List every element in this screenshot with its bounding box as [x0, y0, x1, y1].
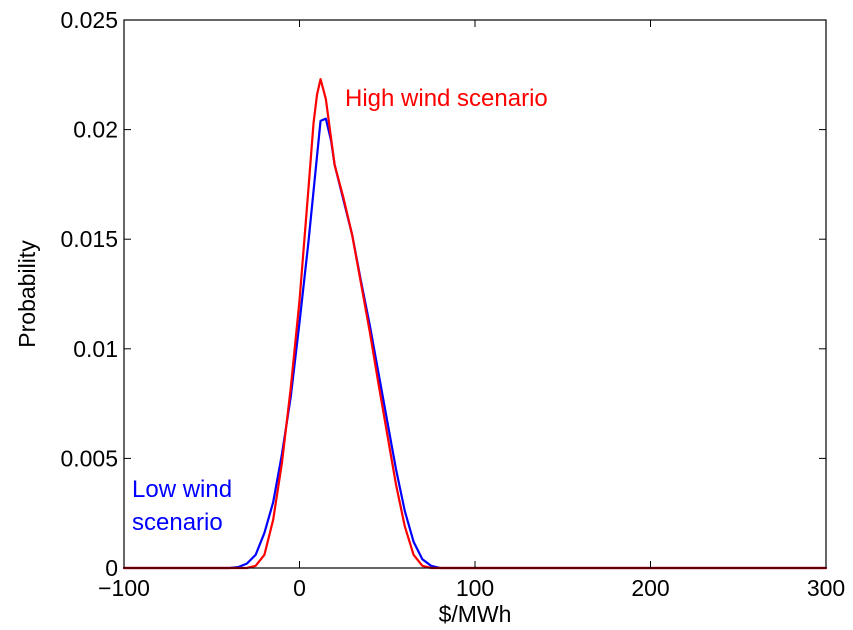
x-tick-label: 100	[456, 575, 494, 601]
y-tick-label: 0.01	[73, 336, 118, 362]
annotation-high-wind: High wind scenario	[345, 85, 548, 112]
y-tick-label: 0.02	[73, 117, 118, 143]
x-tick-label: 300	[807, 575, 845, 601]
x-tick-label: −100	[98, 575, 150, 601]
series-line-high-wind	[122, 78, 828, 570]
y-tick-label: 0.005	[60, 445, 118, 471]
annotation-low-wind-line1: Low wind	[132, 476, 232, 503]
x-tick-label: 0	[293, 575, 306, 601]
x-tick-label: 200	[631, 575, 669, 601]
y-tick-label: 0	[105, 555, 118, 581]
series-line-low-wind	[122, 117, 828, 570]
series-layer	[122, 78, 828, 570]
plot-area-background	[124, 20, 826, 568]
y-axis-title: Probability	[14, 240, 40, 348]
x-axis-title: $/MWh	[439, 601, 512, 627]
annotation-low-wind-line2: scenario	[132, 509, 223, 536]
plot-frame	[123, 19, 827, 569]
y-tick-label: 0.025	[60, 7, 118, 33]
y-tick-label: 0.015	[60, 226, 118, 252]
